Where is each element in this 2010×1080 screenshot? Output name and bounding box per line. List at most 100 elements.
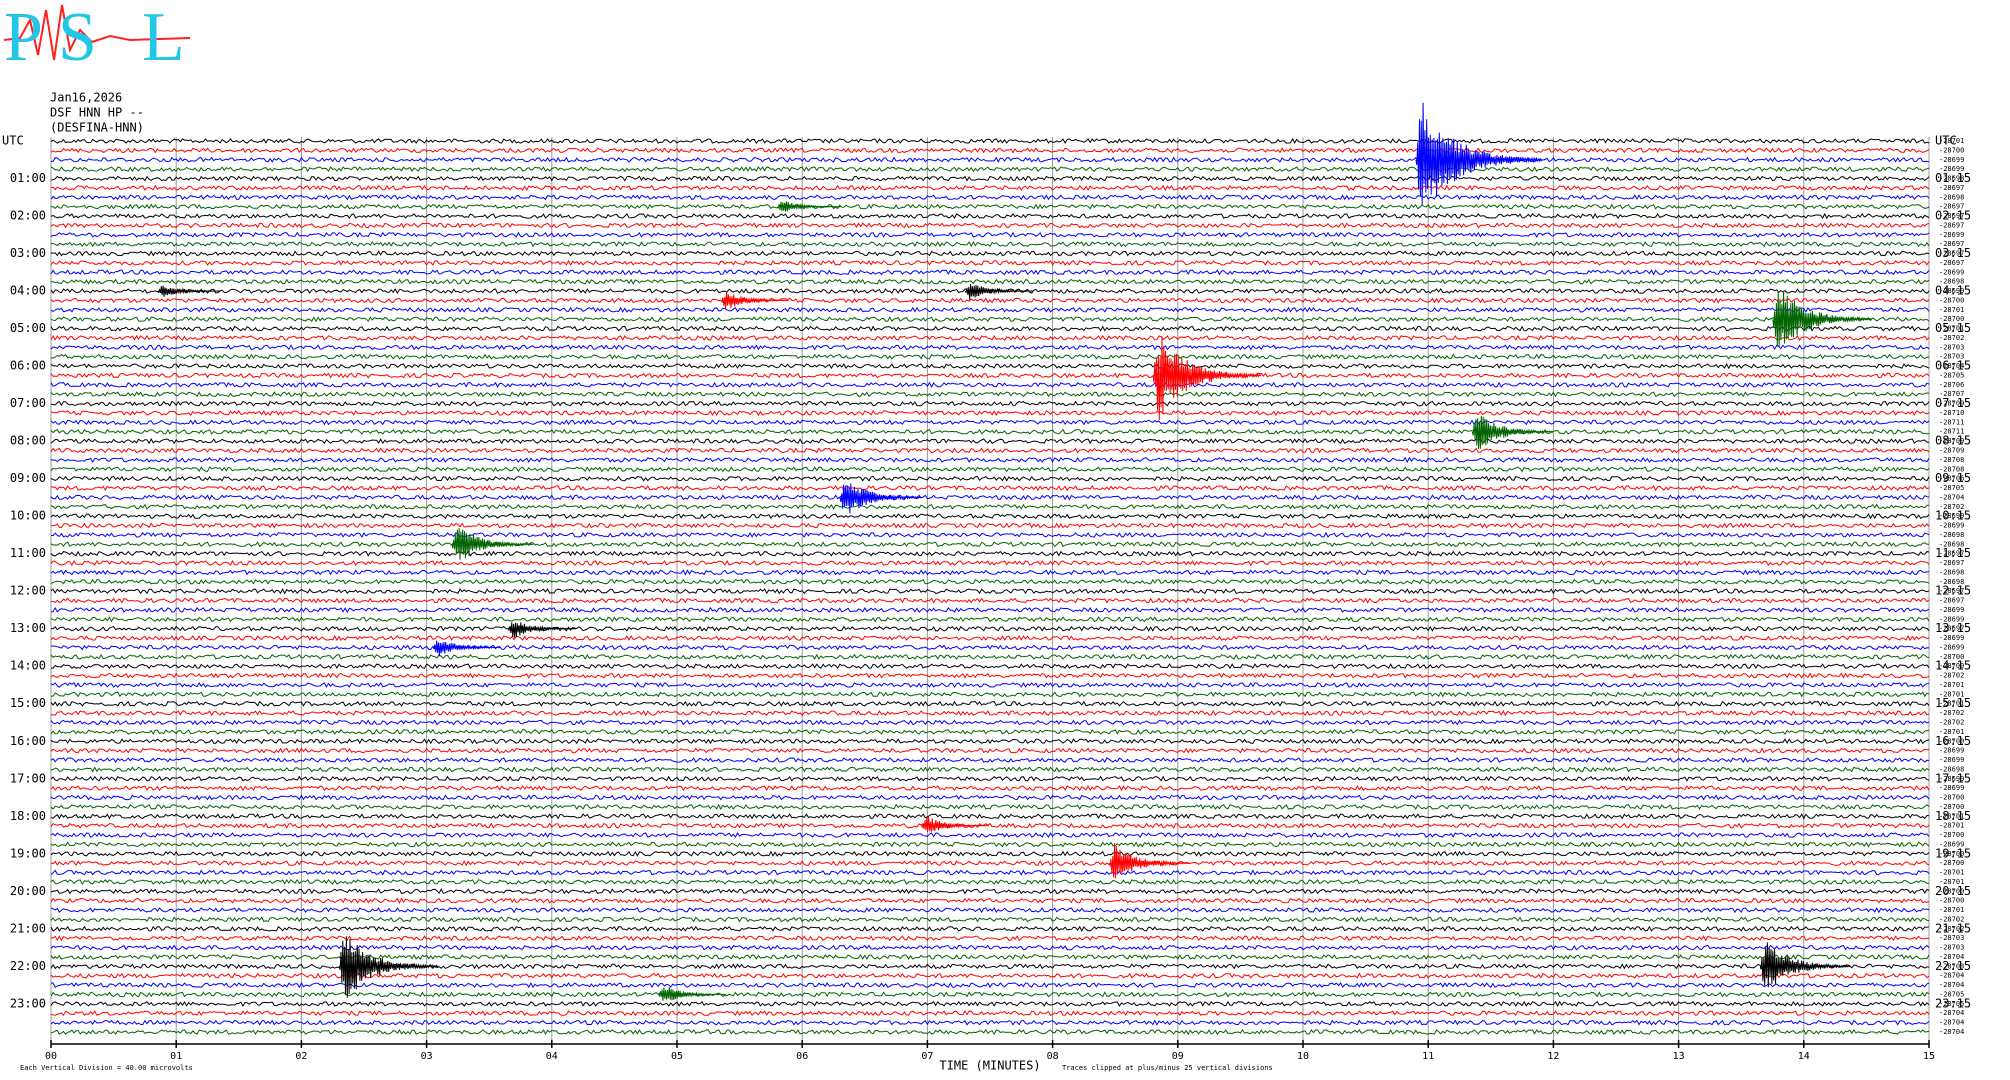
trace [50,184,1930,192]
hour-label: 13:00 [10,621,46,635]
hour-label-right: 16:15 [1935,734,1971,748]
x-tick-label: 15 [1923,1051,1935,1062]
trace-offset-label: -28697 [1939,625,1964,633]
event [1759,942,1851,988]
trace [50,813,1930,820]
trace-offset-label: -28697 [1939,221,1964,229]
hour-label-right: 07:15 [1935,396,1971,410]
trace-offset-label: -28705 [1939,1000,1964,1008]
trace [50,606,1930,614]
hour-label-right: 17:15 [1935,771,1971,785]
trace-offset-label: -28700 [1939,737,1964,745]
trace [50,541,1929,548]
trace-offset-label: -28704 [1939,972,1964,980]
trace-offset-label: -28700 [1939,662,1964,670]
trace [50,428,1930,435]
hour-label-right: UTC [1935,134,1957,148]
hour-label: 15:00 [10,696,46,710]
trace [50,841,1930,848]
trace-offset-label: -28699 [1939,165,1964,173]
hour-label: 05:00 [10,321,46,335]
x-tick-label: 11 [1422,1051,1434,1062]
trace-offset-label: -28697 [1939,550,1964,558]
trace [50,888,1930,895]
trace-offset-label: -28700 [1939,831,1964,839]
hour-label: 14:00 [10,659,46,673]
trace-offset-label: -28703 [1939,962,1964,970]
trace-offset-label: -28697 [1939,250,1964,258]
trace-offset-label: -28701 [1939,878,1964,886]
trace-offset-label: -28700 [1939,850,1964,858]
trace-offset-label: -28705 [1939,990,1964,998]
trace-offset-label: -28697 [1939,184,1964,192]
trace-offset-label: -28701 [1939,325,1964,333]
trace-offset-label: -28699 [1939,606,1964,614]
x-axis-label: TIME (MINUTES) [939,1059,1040,1073]
hour-label: 01:00 [10,171,46,185]
trace-offset-label: -28709 [1939,447,1964,455]
hour-label-right: 04:15 [1935,284,1971,298]
trace-offset-label: -28697 [1939,203,1964,211]
logo-letter: L [142,0,185,76]
trace [50,137,1930,144]
header-line: DSF HNN HP -- [50,106,144,120]
trace [50,897,1930,904]
trace-offset-label: -28698 [1939,175,1964,183]
trace-offset-label: -28698 [1939,765,1964,773]
hour-label-right: 02:15 [1935,209,1971,223]
trace-offset-label: -28698 [1939,193,1964,201]
trace [50,484,1930,492]
trace [50,700,1930,707]
trace-offset-label: -28701 [1939,822,1964,830]
trace-offset-label: -28701 [1939,906,1964,914]
event [432,640,501,657]
trace-offset-label: -28698 [1939,531,1964,539]
trace-offset-label: -28709 [1939,437,1964,445]
x-tick-label: 03 [421,1051,433,1062]
trace-offset-label: -28699 [1939,615,1964,623]
trace [50,756,1930,764]
trace-offset-label: -28699 [1939,512,1964,520]
x-tick-label: 05 [671,1051,683,1062]
trace-offset-label: -28710 [1939,409,1964,417]
trace-offset-label: -28698 [1939,568,1964,576]
trace [50,353,1930,360]
trace [50,916,1930,923]
hour-label-right: 22:15 [1935,959,1971,973]
footer-note: Traces clipped at plus/minus 25 vertical… [1062,1064,1273,1072]
trace-offset-label: -28697 [1939,559,1964,567]
trace [50,982,1930,989]
trace [50,832,1930,839]
trace [50,738,1930,745]
hour-label-right: 12:15 [1935,584,1971,598]
event [1152,336,1262,421]
trace [50,822,1930,829]
trace-offset-label: -28698 [1939,278,1964,286]
trace [50,438,1930,445]
trace-offset-label: -28701 [1939,700,1964,708]
trace [50,241,1930,248]
trace [51,644,1930,651]
trace-offset-label: -28703 [1939,353,1964,361]
trace-offset-label: -28700 [1939,653,1964,661]
footer-note: Each Vertical Division = 40.00 microvolt… [20,1064,193,1072]
hour-label-right: 06:15 [1935,359,1971,373]
trace-offset-label: -28697 [1939,587,1964,595]
event [1772,290,1873,347]
trace-offset-label: -28707 [1939,390,1964,398]
trace-offset-label: -28698 [1939,578,1964,586]
event [920,816,990,832]
trace-offset-label: -28704 [1939,953,1964,961]
hour-label-right: 14:15 [1935,659,1971,673]
trace-offset-label: -28711 [1939,418,1964,426]
trace-offset-label: -28699 [1939,775,1964,783]
trace-offset-label: -28699 [1939,643,1964,651]
trace [50,550,1930,557]
trace [50,1010,1930,1017]
trace [50,719,1930,726]
trace [50,569,1930,576]
logo-letter: P [4,0,43,76]
x-tick-label: 04 [546,1051,558,1062]
hour-label: 12:00 [10,584,46,598]
hour-label: 18:00 [10,809,46,823]
